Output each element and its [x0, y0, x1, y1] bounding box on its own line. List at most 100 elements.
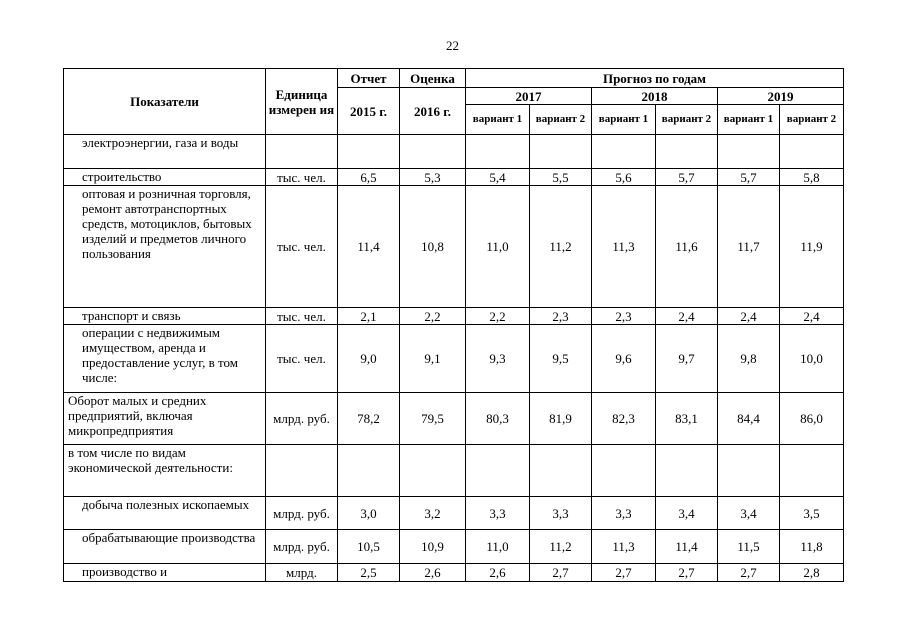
row-value-cell: [399, 134, 466, 169]
forecast-table: Показатели Единица измерен ия Отчет Оцен…: [63, 68, 844, 582]
row-value-cell: 9,0: [337, 324, 400, 393]
row-value-cell: 2,5: [337, 563, 400, 582]
row-value-cell: 83,1: [655, 392, 718, 445]
row-value-cell: 3,3: [529, 496, 592, 530]
header-forecast: Прогноз по годам: [465, 68, 844, 88]
row-value-cell: 9,6: [591, 324, 656, 393]
table-row: оптовая и розничная торговля, ремонт авт…: [63, 185, 844, 308]
row-value-cell: 5,8: [779, 168, 844, 186]
table-header: Показатели Единица измерен ия Отчет Оцен…: [63, 68, 844, 135]
header-estimate-year: 2016 г.: [399, 87, 466, 135]
header-year-2018: 2018: [591, 87, 718, 105]
row-indicator-label: Оборот малых и средних предприятий, вклю…: [63, 392, 266, 445]
row-indicator-label: производство и: [63, 563, 266, 582]
row-value-cell: 5,6: [591, 168, 656, 186]
row-unit: млрд. руб.: [265, 392, 338, 445]
row-value-cell: 2,4: [779, 307, 844, 325]
row-value-cell: 5,3: [399, 168, 466, 186]
row-value-cell: 5,4: [465, 168, 530, 186]
row-value-cell: 2,2: [465, 307, 530, 325]
row-value-cell: 11,8: [779, 529, 844, 564]
row-unit: [265, 134, 338, 169]
row-indicator-label: электроэнергии, газа и воды: [63, 134, 266, 169]
row-value-cell: [591, 134, 656, 169]
header-report: Отчет: [337, 68, 400, 88]
row-value-cell: 2,1: [337, 307, 400, 325]
row-value-cell: 10,8: [399, 185, 466, 308]
row-value-cell: [655, 134, 718, 169]
header-variant-1: вариант 1: [591, 104, 656, 135]
row-value-cell: 3,3: [591, 496, 656, 530]
row-value-cell: 3,2: [399, 496, 466, 530]
row-value-cell: 2,7: [529, 563, 592, 582]
row-value-cell: 2,4: [717, 307, 780, 325]
row-value-cell: 11,0: [465, 185, 530, 308]
row-indicator-label: обрабатывающие производства: [63, 529, 266, 564]
table-row: транспорт и связь тыс. чел. 2,1 2,2 2,2 2,3 2,…: [63, 307, 844, 325]
row-value-cell: 84,4: [717, 392, 780, 445]
row-value-cell: 10,9: [399, 529, 466, 564]
row-indicator-label: добыча полезных ископаемых: [63, 496, 266, 530]
row-value-cell: [529, 134, 592, 169]
row-unit: тыс. чел.: [265, 324, 338, 393]
header-year-2019: 2019: [717, 87, 844, 105]
row-value-cell: [655, 444, 718, 497]
row-value-cell: 5,5: [529, 168, 592, 186]
header-indicator: Показатели: [63, 68, 266, 135]
table-row: Оборот малых и средних предприятий, вклю…: [63, 392, 844, 445]
row-value-cell: 79,5: [399, 392, 466, 445]
row-value-cell: 11,2: [529, 185, 592, 308]
header-variant-1: вариант 1: [465, 104, 530, 135]
row-unit: [265, 444, 338, 497]
row-indicator-label: операции с недвижимым имуществом, аренда…: [63, 324, 266, 393]
row-value-cell: [779, 444, 844, 497]
row-value-cell: 11,0: [465, 529, 530, 564]
row-value-cell: 2,3: [529, 307, 592, 325]
row-value-cell: [529, 444, 592, 497]
row-unit: тыс. чел.: [265, 307, 338, 325]
row-value-cell: 2,6: [399, 563, 466, 582]
table-row: производство и млрд. 2,5 2,6 2,6 2,7 2,7 2,7 2,7…: [63, 563, 844, 582]
table-row: обрабатывающие производства млрд. руб. 10,…: [63, 529, 844, 564]
row-value-cell: 6,5: [337, 168, 400, 186]
table-row: добыча полезных ископаемых млрд. руб. 3,0 3…: [63, 496, 844, 530]
row-value-cell: [591, 444, 656, 497]
row-value-cell: [399, 444, 466, 497]
table-row: электроэнергии, газа и воды: [63, 134, 844, 169]
row-value-cell: 86,0: [779, 392, 844, 445]
row-indicator-label: оптовая и розничная торговля, ремонт авт…: [63, 185, 266, 308]
header-estimate: Оценка: [399, 68, 466, 88]
row-unit: млрд. руб.: [265, 529, 338, 564]
row-value-cell: 9,7: [655, 324, 718, 393]
row-unit: млрд. руб.: [265, 496, 338, 530]
row-indicator-label: транспорт и связь: [63, 307, 266, 325]
row-value-cell: [337, 444, 400, 497]
header-variant-2: вариант 2: [655, 104, 718, 135]
table-row: операции с недвижимым имуществом, аренда…: [63, 324, 844, 393]
row-value-cell: 5,7: [717, 168, 780, 186]
header-year-2017: 2017: [465, 87, 592, 105]
row-value-cell: 2,7: [717, 563, 780, 582]
row-value-cell: 2,2: [399, 307, 466, 325]
row-value-cell: [717, 134, 780, 169]
row-value-cell: 10,5: [337, 529, 400, 564]
row-value-cell: [465, 134, 530, 169]
row-value-cell: 11,9: [779, 185, 844, 308]
row-indicator-label: в том числе по видам экономической деяте…: [63, 444, 266, 497]
table-row: строительство тыс. чел. 6,5 5,3 5,4 5,5 5,6 5,7…: [63, 168, 844, 186]
table-row: в том числе по видам экономической деяте…: [63, 444, 844, 497]
row-indicator-label: строительство: [63, 168, 266, 186]
row-value-cell: 2,8: [779, 563, 844, 582]
row-value-cell: 3,0: [337, 496, 400, 530]
row-value-cell: 9,3: [465, 324, 530, 393]
header-variant-2: вариант 2: [529, 104, 592, 135]
row-value-cell: [779, 134, 844, 169]
row-value-cell: [465, 444, 530, 497]
page-number: 22: [446, 38, 459, 53]
row-value-cell: 80,3: [465, 392, 530, 445]
row-value-cell: 3,5: [779, 496, 844, 530]
row-value-cell: 11,6: [655, 185, 718, 308]
row-value-cell: [337, 134, 400, 169]
row-value-cell: 2,3: [591, 307, 656, 325]
row-value-cell: 3,4: [717, 496, 780, 530]
